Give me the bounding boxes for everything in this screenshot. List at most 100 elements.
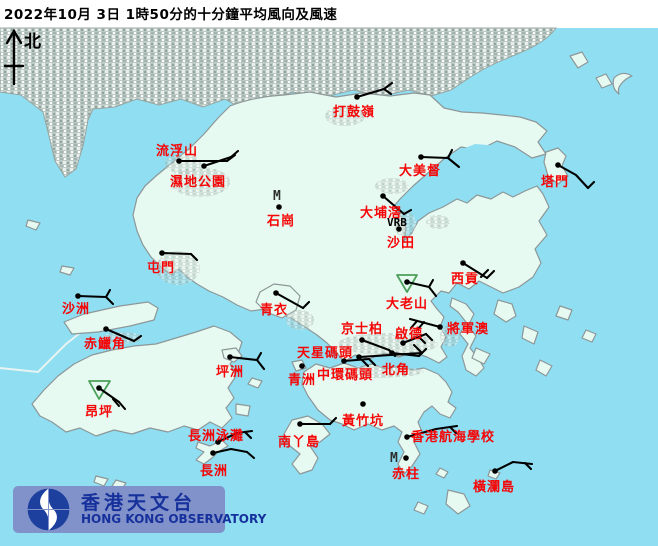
station-label: 香港航海學校 [410,429,495,445]
wind-barb-feather [479,268,490,279]
wind-barb-feather [117,400,127,411]
map-title: 2022年10月 3日 1時50分的十分鐘平均風向及風速 [4,7,338,23]
north-label: 北 [24,32,41,52]
wind-barb [355,87,386,99]
station-shek-kong: M 石崗 [266,189,295,229]
station-dot [359,337,365,343]
main-station-marker: M [390,451,398,466]
wind-barb [216,429,254,444]
station-stanley: M赤柱 [390,451,420,482]
hko-logo-english-name: HONG KONG OBSERVATORY [81,512,267,526]
station-dot [273,290,279,296]
wind-barb [390,351,421,358]
hko-logo[interactable]: 香港天文台 HONG KONG OBSERVATORY [13,486,266,533]
hill-station-triangle-icon [88,380,111,400]
title-bar: 2022年10月 3日 1時50分的十分鐘平均風向及風速 [4,3,654,27]
station-dot [555,162,561,168]
station-label: 橫瀾島 [473,479,515,495]
wind-barb-feather [104,288,112,299]
station-tseung-kwan-o: 將軍澳 [408,317,489,337]
wind-barb [408,317,442,329]
station-label: 赤鱲角 [84,336,126,352]
station-green-island: 青洲 [288,363,316,388]
wind-barb-feather [360,358,370,368]
station-tap-mun: 塔門 [541,162,596,190]
station-label: 石崗 [266,214,295,229]
station-dot [492,468,498,474]
wind-barb-feather [189,252,199,262]
wind-barb-feather [409,319,419,330]
station-label: 青洲 [288,372,316,388]
station-label: 將軍澳 [447,321,489,337]
wind-barb [556,163,590,190]
hzmb-link-bridge [0,332,81,374]
station-dot [360,401,366,407]
station-tuen-mun: 屯門 [147,250,199,276]
station-dot [437,324,443,330]
variable-wind-marker: VRB [387,216,407,229]
station-kai-tak: 啟德 [395,326,434,346]
station-dot [176,158,182,164]
station-label: 赤柱 [392,466,420,482]
wind-barb-feather [412,343,424,355]
station-dot [297,421,303,427]
station-label: 坪洲 [216,365,244,380]
station-label: 長洲 [200,464,228,479]
station-dot [460,260,466,266]
station-cheung-chau-beach: 長洲泳灘 [188,428,254,445]
station-label: 青衣 [260,302,288,318]
station-label: 京士柏 [341,321,383,337]
station-dot [201,163,207,169]
station-dot [210,450,216,456]
airport-island [63,301,159,335]
station-dot [403,455,409,461]
station-label: 大老山 [386,296,428,312]
station-label: 流浮山 [156,143,198,159]
lantau-island [31,325,243,437]
lamma-island-shape [283,415,331,475]
station-star-ferry-pier: 天星碼頭 [297,343,424,361]
station-tates-cairn: 大老山 [386,274,438,312]
wind-barb [211,447,249,455]
wind-barb [160,251,193,256]
station-waglan-island: 橫瀾島 [473,460,534,495]
station-dot [404,279,410,285]
station-label: 塔門 [541,174,569,190]
station-wetland-park: 濕地公園 [170,149,240,190]
station-wong-chuk-hang: 黃竹坑 [341,401,384,429]
station-label: 黃竹坑 [341,413,384,429]
wind-barb [104,327,136,343]
wind-barb [381,194,406,216]
wind-barb [97,386,121,404]
wind-barb-feather [245,450,256,460]
hko-emblem-icon [27,488,70,531]
station-tai-mei-tuk: 大美督 [399,148,461,179]
station-label: 北角 [382,362,410,378]
wind-barb-feather [424,332,434,342]
station-hk-sea-school: 香港航海學校 [404,424,495,445]
station-dot [159,250,165,256]
wind-barb-feather [448,425,458,435]
station-dot [354,94,360,100]
station-label: 大埔滘 [360,205,402,221]
station-dot [389,350,395,356]
hko-logo-chinese-name: 香港天文台 [81,492,197,514]
wind-barb-feather [382,81,394,91]
station-label: 西貢 [451,272,479,287]
wind-barb [401,332,428,345]
station-label: 南丫島 [278,434,320,450]
north-compass: 北 [3,28,41,86]
station-peng-chau: 坪洲 [216,351,266,380]
plover-cove-water [455,144,528,170]
wind-barb-feather [229,149,240,159]
station-cheung-chau: 長洲 [200,447,256,479]
wind-barb-feather [255,351,263,362]
wind-barb-feather [328,416,338,426]
main-station-marker: M [273,189,281,204]
station-dot [75,293,81,299]
station-dot [400,340,406,346]
station-tsing-yi: 青衣 [260,290,311,318]
station-sha-tin: VRB 沙田 [387,216,414,251]
station-tai-po-kau: 大埔滘 [360,193,413,221]
